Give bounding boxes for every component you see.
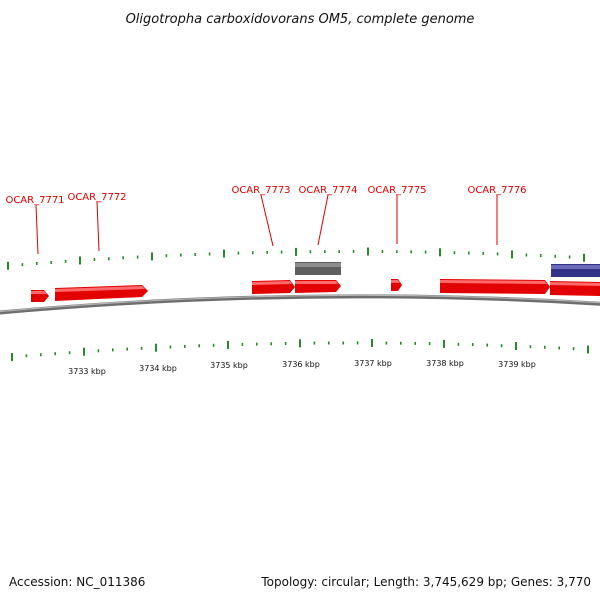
scale-label-3738: 3738 kbp bbox=[426, 359, 464, 368]
scale-label-3737: 3737 kbp bbox=[354, 359, 392, 368]
accession-text: Accession: NC_011386 bbox=[9, 575, 145, 589]
scale-label-3739: 3739 kbp bbox=[498, 360, 536, 369]
forward-gene-ocar-7775[interactable] bbox=[391, 279, 402, 291]
lower-tick-row bbox=[11, 339, 589, 361]
forward-gene-ocar-7774[interactable] bbox=[295, 280, 341, 293]
forward-gene-ocar-7772[interactable] bbox=[55, 285, 148, 301]
gene-label-ocar-7772[interactable]: OCAR_7772 bbox=[67, 192, 126, 203]
forward-gene-ocar-7771[interactable] bbox=[31, 290, 49, 302]
scale-label-3736: 3736 kbp bbox=[282, 360, 320, 369]
forward-gene-ocar-7773[interactable] bbox=[252, 280, 295, 294]
leader-line-ocar-7771 bbox=[35, 204, 39, 255]
gene-label-ocar-7771[interactable]: OCAR_7771 bbox=[5, 195, 64, 206]
scale-label-3735: 3735 kbp bbox=[210, 361, 248, 370]
leader-line-ocar-7772 bbox=[96, 201, 100, 252]
gene-label-ocar-7774[interactable]: OCAR_7774 bbox=[298, 185, 357, 196]
upper-tick-row bbox=[7, 247, 585, 270]
forward-gene-ocar-7776[interactable] bbox=[440, 279, 550, 294]
genome-backbone bbox=[0, 294, 600, 315]
gene-labels: OCAR_7771 OCAR_7772 OCAR_7773 OCAR_7774 … bbox=[5, 185, 527, 255]
gene-label-ocar-7775[interactable]: OCAR_7775 bbox=[367, 185, 426, 196]
leader-line-ocar-7774 bbox=[317, 194, 329, 246]
leader-line-ocar-7773 bbox=[260, 194, 274, 247]
gene-label-ocar-7776[interactable]: OCAR_7776 bbox=[467, 185, 526, 196]
genome-backbone-highlight bbox=[0, 294, 600, 313]
scale-labels: 3733 kbp 3734 kbp 3735 kbp 3736 kbp 3737… bbox=[68, 359, 536, 376]
scale-label-3733: 3733 kbp bbox=[68, 367, 106, 376]
reverse-gene-partial[interactable] bbox=[551, 264, 600, 277]
forward-gene-partial[interactable] bbox=[550, 281, 600, 296]
reverse-gene-ocar-7774[interactable] bbox=[295, 262, 341, 275]
scale-label-3734: 3734 kbp bbox=[139, 364, 177, 373]
genome-summary-text: Topology: circular; Length: 3,745,629 bp… bbox=[260, 575, 591, 589]
map-title: Oligotropha carboxidovorans OM5, complet… bbox=[126, 12, 475, 27]
gene-label-ocar-7773[interactable]: OCAR_7773 bbox=[231, 185, 290, 196]
